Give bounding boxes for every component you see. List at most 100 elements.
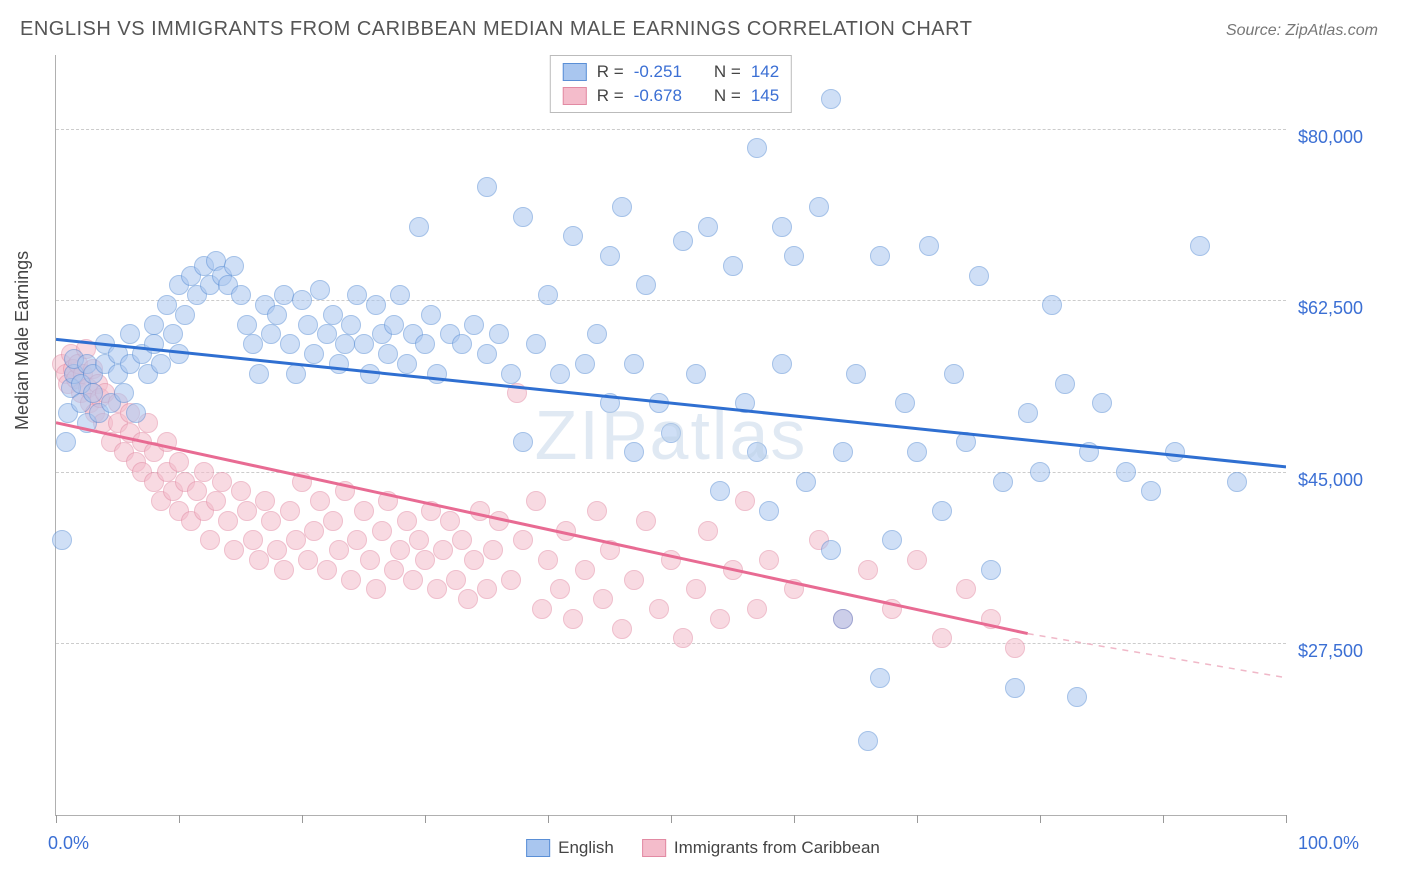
scatter-point-english bbox=[52, 530, 72, 550]
scatter-point-caribbean bbox=[981, 609, 1001, 629]
swatch-english bbox=[563, 63, 587, 81]
scatter-point-english bbox=[1190, 236, 1210, 256]
scatter-point-caribbean bbox=[372, 521, 392, 541]
scatter-point-caribbean bbox=[526, 491, 546, 511]
scatter-point-english bbox=[772, 354, 792, 374]
scatter-point-caribbean bbox=[624, 570, 644, 590]
x-axis-right-label: 100.0% bbox=[1298, 833, 1359, 854]
n-value-caribbean: 145 bbox=[751, 84, 779, 108]
x-tick bbox=[671, 815, 672, 823]
scatter-point-english bbox=[126, 403, 146, 423]
y-tick-label: $80,000 bbox=[1298, 127, 1363, 148]
scatter-point-caribbean bbox=[932, 628, 952, 648]
y-tick-label: $45,000 bbox=[1298, 470, 1363, 491]
scatter-point-english bbox=[575, 354, 595, 374]
scatter-point-caribbean bbox=[489, 511, 509, 531]
scatter-point-english bbox=[698, 217, 718, 237]
scatter-point-caribbean bbox=[212, 472, 232, 492]
scatter-point-english bbox=[513, 432, 533, 452]
scatter-point-caribbean bbox=[206, 491, 226, 511]
scatter-point-caribbean bbox=[390, 540, 410, 560]
scatter-point-english bbox=[224, 256, 244, 276]
scatter-point-caribbean bbox=[354, 501, 374, 521]
scatter-point-english bbox=[686, 364, 706, 384]
scatter-point-english bbox=[231, 285, 251, 305]
scatter-point-caribbean bbox=[759, 550, 779, 570]
y-tick-label: $62,500 bbox=[1298, 298, 1363, 319]
scatter-point-english bbox=[870, 246, 890, 266]
scatter-point-caribbean bbox=[249, 550, 269, 570]
scatter-point-english bbox=[384, 315, 404, 335]
legend-correlation-box: R = -0.251 N = 142 R = -0.678 N = 145 bbox=[550, 55, 792, 113]
scatter-point-caribbean bbox=[698, 521, 718, 541]
scatter-point-english bbox=[1227, 472, 1247, 492]
scatter-point-caribbean bbox=[464, 550, 484, 570]
scatter-point-english bbox=[1018, 403, 1038, 423]
scatter-point-english bbox=[895, 393, 915, 413]
scatter-point-caribbean bbox=[735, 491, 755, 511]
scatter-point-english bbox=[1067, 687, 1087, 707]
scatter-point-english bbox=[397, 354, 417, 374]
scatter-point-caribbean bbox=[507, 383, 527, 403]
n-value-english: 142 bbox=[751, 60, 779, 84]
scatter-point-caribbean bbox=[274, 560, 294, 580]
scatter-point-caribbean bbox=[384, 560, 404, 580]
scatter-point-caribbean bbox=[661, 550, 681, 570]
scatter-point-english bbox=[1092, 393, 1112, 413]
scatter-point-english bbox=[969, 266, 989, 286]
scatter-point-english bbox=[477, 177, 497, 197]
scatter-point-english bbox=[237, 315, 257, 335]
scatter-point-english bbox=[587, 324, 607, 344]
scatter-point-caribbean bbox=[452, 530, 472, 550]
scatter-point-english bbox=[1055, 374, 1075, 394]
scatter-point-caribbean bbox=[882, 599, 902, 619]
x-tick bbox=[1163, 815, 1164, 823]
scatter-point-caribbean bbox=[329, 540, 349, 560]
scatter-point-english bbox=[723, 256, 743, 276]
scatter-point-english bbox=[298, 315, 318, 335]
legend-item-caribbean: Immigrants from Caribbean bbox=[642, 838, 880, 858]
legend-label-caribbean: Immigrants from Caribbean bbox=[674, 838, 880, 858]
scatter-point-english bbox=[809, 197, 829, 217]
scatter-point-caribbean bbox=[366, 579, 386, 599]
gridline bbox=[56, 643, 1286, 644]
scatter-point-caribbean bbox=[378, 491, 398, 511]
scatter-point-english bbox=[261, 324, 281, 344]
swatch-english bbox=[526, 839, 550, 857]
x-tick bbox=[917, 815, 918, 823]
scatter-point-english bbox=[274, 285, 294, 305]
scatter-point-caribbean bbox=[673, 628, 693, 648]
scatter-point-english bbox=[464, 315, 484, 335]
scatter-point-caribbean bbox=[292, 472, 312, 492]
scatter-point-english bbox=[304, 344, 324, 364]
scatter-point-caribbean bbox=[298, 550, 318, 570]
scatter-point-english bbox=[710, 481, 730, 501]
legend-label-english: English bbox=[558, 838, 614, 858]
scatter-point-caribbean bbox=[1005, 638, 1025, 658]
legend-item-english: English bbox=[526, 838, 614, 858]
scatter-point-caribbean bbox=[187, 481, 207, 501]
r-value-english: -0.251 bbox=[634, 60, 682, 84]
y-tick-label: $27,500 bbox=[1298, 641, 1363, 662]
scatter-point-english bbox=[612, 197, 632, 217]
scatter-point-english bbox=[600, 246, 620, 266]
x-tick bbox=[425, 815, 426, 823]
scatter-point-caribbean bbox=[267, 540, 287, 560]
scatter-point-english bbox=[882, 530, 902, 550]
scatter-point-english bbox=[993, 472, 1013, 492]
scatter-point-caribbean bbox=[538, 550, 558, 570]
y-axis-title: Median Male Earnings bbox=[12, 251, 33, 430]
scatter-point-english bbox=[821, 540, 841, 560]
plot-area: ZIPatlas R = -0.251 N = 142 R = -0.678 N… bbox=[55, 55, 1286, 816]
scatter-point-caribbean bbox=[784, 579, 804, 599]
scatter-point-caribbean bbox=[243, 530, 263, 550]
scatter-point-caribbean bbox=[458, 589, 478, 609]
scatter-point-english bbox=[1005, 678, 1025, 698]
scatter-point-caribbean bbox=[231, 481, 251, 501]
scatter-point-english bbox=[526, 334, 546, 354]
chart-title: ENGLISH VS IMMIGRANTS FROM CARIBBEAN MED… bbox=[20, 18, 972, 41]
scatter-point-english bbox=[550, 364, 570, 384]
scatter-point-english bbox=[329, 354, 349, 374]
scatter-point-english bbox=[427, 364, 447, 384]
scatter-point-english bbox=[354, 334, 374, 354]
